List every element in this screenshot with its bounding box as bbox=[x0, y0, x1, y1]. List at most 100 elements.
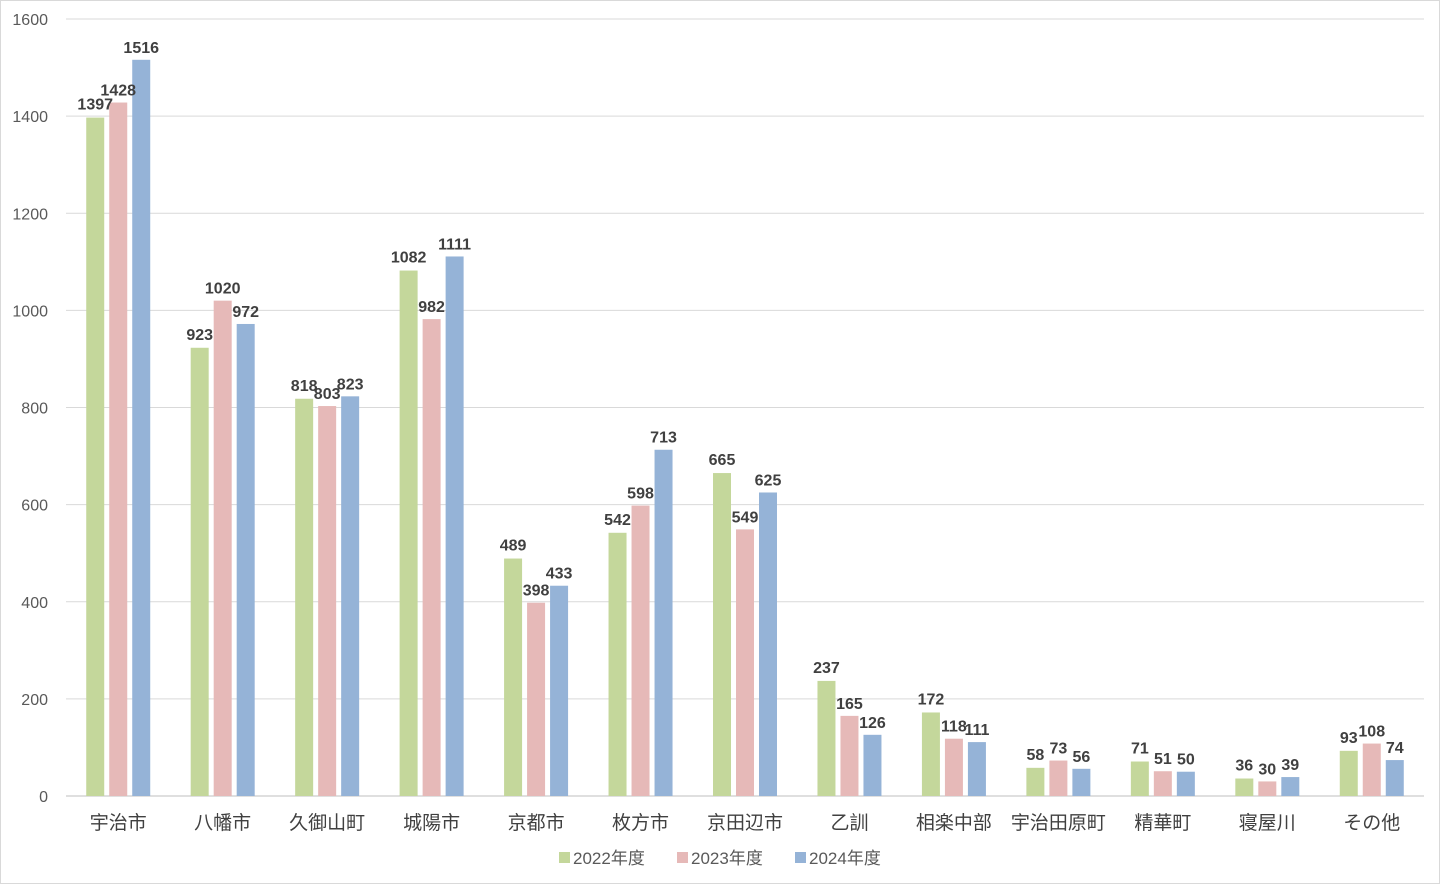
bar bbox=[1072, 768, 1091, 796]
bar bbox=[1385, 760, 1404, 796]
bar bbox=[1176, 771, 1195, 796]
bar bbox=[1339, 750, 1358, 796]
y-tick-label: 1600 bbox=[12, 12, 48, 29]
bar bbox=[1258, 781, 1277, 796]
x-category-label: その他 bbox=[1343, 812, 1400, 834]
gridlines bbox=[66, 18, 1424, 797]
bar bbox=[840, 715, 859, 796]
data-label: 51 bbox=[1154, 751, 1172, 768]
legend-label: 2024年度 bbox=[809, 849, 881, 868]
data-label: 489 bbox=[500, 538, 527, 555]
data-label: 665 bbox=[709, 452, 736, 469]
bar bbox=[213, 300, 232, 796]
bar bbox=[236, 323, 255, 796]
bar bbox=[1130, 761, 1149, 796]
bar bbox=[817, 680, 836, 796]
data-label: 972 bbox=[232, 304, 259, 321]
data-label: 1397 bbox=[77, 97, 113, 114]
bar bbox=[422, 319, 441, 796]
x-category-label: 八幡市 bbox=[194, 812, 251, 834]
bar bbox=[132, 59, 151, 797]
bar bbox=[1049, 760, 1068, 796]
data-label: 39 bbox=[1281, 757, 1299, 774]
data-label: 126 bbox=[859, 715, 886, 732]
data-label: 625 bbox=[755, 472, 782, 489]
data-label: 803 bbox=[314, 386, 341, 403]
data-label: 172 bbox=[918, 691, 945, 708]
x-category-label: 寝屋川 bbox=[1239, 812, 1296, 834]
bar bbox=[1281, 777, 1300, 796]
x-category-label: 京都市 bbox=[508, 812, 565, 834]
y-tick-label: 400 bbox=[21, 595, 48, 612]
bar bbox=[944, 738, 963, 796]
y-tick-label: 600 bbox=[21, 498, 48, 515]
y-tick-label: 1400 bbox=[12, 109, 48, 126]
data-label: 923 bbox=[186, 327, 213, 344]
y-tick-label: 1200 bbox=[12, 206, 48, 223]
bar bbox=[527, 602, 546, 796]
y-axis: 0 200 400 600 800 1000 1200 1400 1600 bbox=[12, 12, 48, 806]
bar bbox=[399, 270, 418, 797]
data-label: 36 bbox=[1235, 758, 1253, 775]
bar bbox=[341, 396, 360, 796]
x-category-label: 枚方市 bbox=[612, 812, 669, 834]
x-category-label: 精華町 bbox=[1134, 812, 1191, 834]
bar bbox=[1153, 771, 1172, 796]
data-label: 549 bbox=[732, 509, 759, 526]
y-tick-label: 1000 bbox=[12, 303, 48, 320]
x-category-label: 宇治田原町 bbox=[1011, 812, 1106, 834]
data-label: 542 bbox=[604, 512, 631, 529]
legend-swatch bbox=[559, 852, 570, 863]
bar bbox=[967, 742, 986, 796]
bar bbox=[550, 585, 569, 796]
bar bbox=[445, 256, 464, 797]
legend-label: 2023年度 bbox=[691, 849, 763, 868]
data-label: 433 bbox=[546, 566, 573, 583]
data-label: 818 bbox=[291, 378, 318, 395]
data-label: 1082 bbox=[391, 250, 427, 267]
bar bbox=[295, 398, 314, 796]
x-category-label: 城陽市 bbox=[403, 812, 460, 834]
legend-swatch bbox=[677, 852, 688, 863]
bar bbox=[759, 492, 777, 796]
data-label: 1516 bbox=[123, 40, 159, 57]
data-label: 58 bbox=[1026, 747, 1044, 764]
bar bbox=[1235, 778, 1254, 796]
data-label: 118 bbox=[941, 719, 967, 736]
data-label: 598 bbox=[627, 486, 654, 503]
legend: 2022年度 2023年度 2024年度 bbox=[559, 849, 881, 868]
x-category-label: 相楽中部 bbox=[916, 812, 992, 834]
data-label: 1428 bbox=[100, 83, 136, 100]
bars bbox=[86, 59, 1404, 797]
data-label: 237 bbox=[813, 660, 840, 677]
data-label: 165 bbox=[836, 696, 863, 713]
data-label: 398 bbox=[523, 583, 550, 600]
data-label: 713 bbox=[650, 430, 677, 447]
bar bbox=[654, 449, 673, 796]
data-label: 50 bbox=[1177, 752, 1195, 769]
bar bbox=[86, 117, 105, 796]
data-label: 108 bbox=[1358, 724, 1385, 741]
y-tick-label: 0 bbox=[39, 789, 48, 806]
x-category-label: 京田辺市 bbox=[707, 812, 783, 834]
bar bbox=[736, 529, 754, 796]
bar bbox=[608, 532, 627, 796]
x-category-label: 久御山町 bbox=[289, 812, 365, 834]
bar bbox=[631, 505, 650, 796]
data-label: 74 bbox=[1386, 740, 1404, 757]
data-label: 93 bbox=[1340, 730, 1358, 747]
bar bbox=[713, 473, 731, 796]
bar bbox=[921, 712, 940, 796]
legend-label: 2022年度 bbox=[573, 849, 645, 868]
data-label: 111 bbox=[964, 722, 989, 739]
bar bbox=[863, 734, 882, 796]
data-label: 823 bbox=[337, 376, 364, 393]
data-label: 73 bbox=[1049, 741, 1067, 758]
x-axis: 宇治市 八幡市 久御山町 城陽市 京都市 枚方市 京田辺市 乙訓 相楽中部 宇治田原町 精華町 寝屋川… bbox=[90, 812, 1401, 834]
legend-swatch bbox=[795, 852, 806, 863]
bar bbox=[318, 406, 337, 796]
data-label: 56 bbox=[1072, 749, 1090, 766]
bar bbox=[109, 102, 128, 797]
